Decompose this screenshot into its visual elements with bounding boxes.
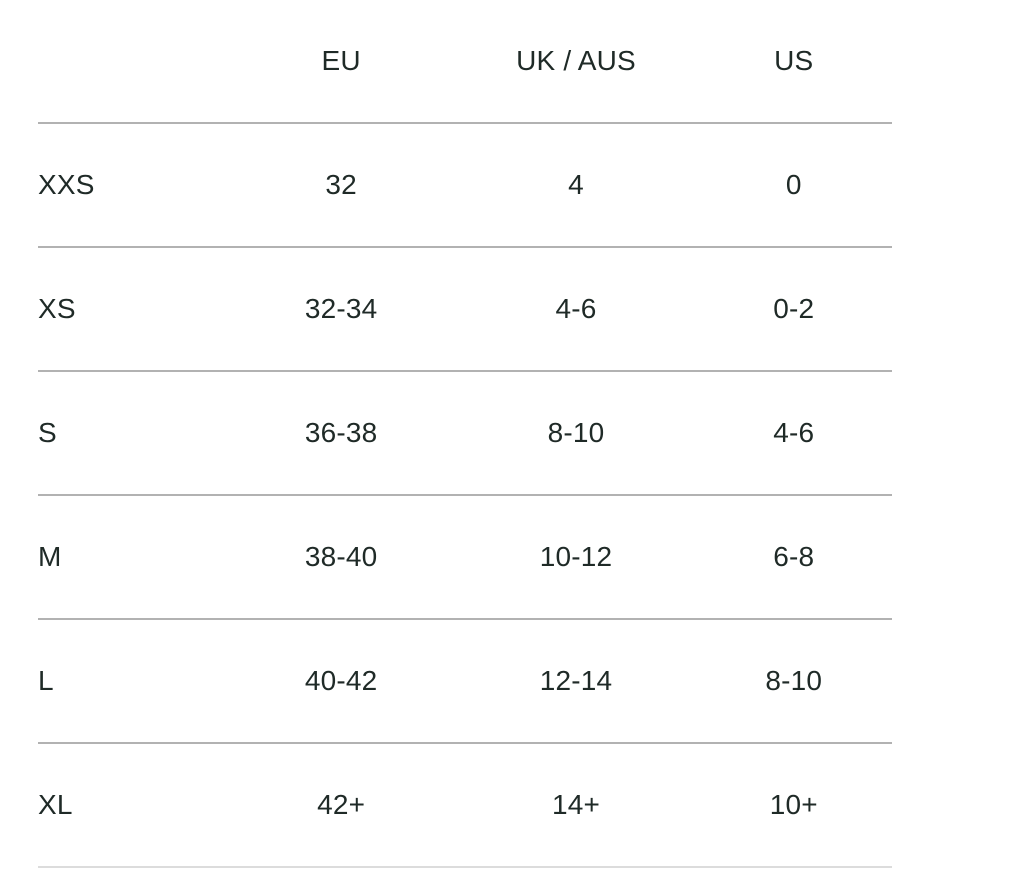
us-value-cell: 8-10: [765, 665, 823, 696]
table-row: S 36-38 8-10 4-6: [38, 371, 892, 495]
column-header-us: US: [774, 45, 814, 76]
column-header-eu: EU: [321, 45, 361, 76]
uk-aus-value-cell: 4: [568, 169, 584, 200]
size-label-cell: S: [38, 417, 57, 448]
size-label-cell: XL: [38, 789, 73, 820]
size-conversion-chart: EU UK / AUS US XXS 32 4 0 XS 32-34 4-6 0…: [38, 0, 892, 868]
uk-aus-value-cell: 8-10: [547, 417, 605, 448]
us-value-cell: 10+: [769, 789, 818, 820]
corner-cell: [38, 0, 226, 123]
table-row: XS 32-34 4-6 0-2: [38, 247, 892, 371]
size-conversion-table: EU UK / AUS US XXS 32 4 0 XS 32-34 4-6 0…: [38, 0, 892, 868]
size-label-cell: XXS: [38, 169, 95, 200]
column-header-uk-aus: UK / AUS: [516, 45, 636, 76]
size-label-cell: L: [38, 665, 54, 696]
size-label-cell: XS: [38, 293, 76, 324]
uk-aus-value-cell: 10-12: [539, 541, 613, 572]
eu-value-cell: 32: [325, 169, 357, 200]
eu-value-cell: 36-38: [304, 417, 378, 448]
uk-aus-value-cell: 12-14: [539, 665, 613, 696]
eu-value-cell: 40-42: [304, 665, 378, 696]
table-row: M 38-40 10-12 6-8: [38, 495, 892, 619]
eu-value-cell: 38-40: [304, 541, 378, 572]
table-row: XL 42+ 14+ 10+: [38, 743, 892, 867]
header-row: EU UK / AUS US: [38, 0, 892, 123]
eu-value-cell: 42+: [317, 789, 366, 820]
table-row: XXS 32 4 0: [38, 123, 892, 247]
us-value-cell: 6-8: [773, 541, 815, 572]
size-label-cell: M: [38, 541, 62, 572]
us-value-cell: 0-2: [773, 293, 815, 324]
uk-aus-value-cell: 4-6: [555, 293, 597, 324]
us-value-cell: 0: [785, 169, 802, 200]
table-row: L 40-42 12-14 8-10: [38, 619, 892, 743]
eu-value-cell: 32-34: [304, 293, 378, 324]
uk-aus-value-cell: 14+: [551, 789, 601, 820]
us-value-cell: 4-6: [773, 417, 815, 448]
